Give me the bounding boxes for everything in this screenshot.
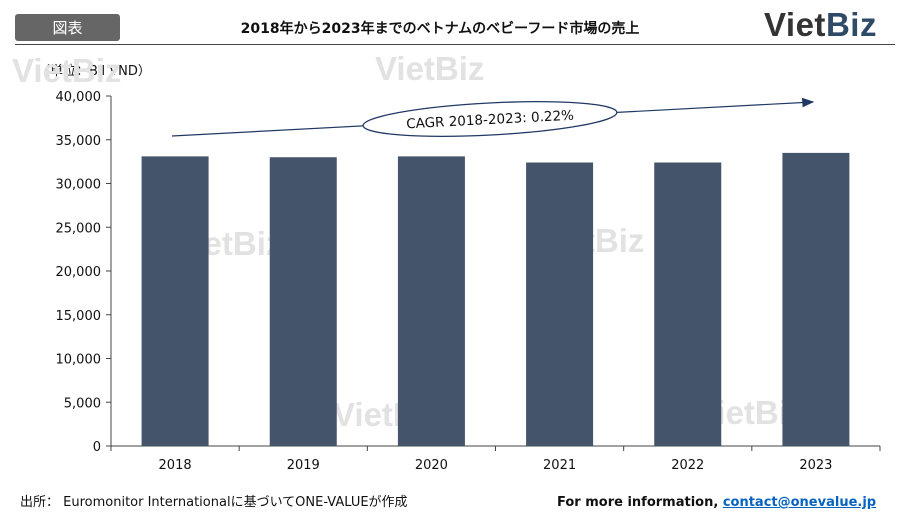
vietbiz-logo: VietBiz (764, 6, 877, 43)
more-info: For more information, contact@onevalue.j… (557, 495, 876, 510)
source-note: 出所： Euromonitor Internationalに基づいてONE-VA… (20, 495, 408, 510)
y-tick-label: 35,000 (56, 134, 102, 149)
bar (141, 156, 209, 446)
bar (654, 162, 722, 446)
x-tick-label: 2021 (543, 458, 576, 473)
more-info-label: For more information, (557, 495, 723, 510)
y-tick-label: 5,000 (64, 396, 101, 411)
y-tick-label: 15,000 (56, 309, 102, 324)
x-tick-label: 2020 (415, 458, 448, 473)
chart-title: 2018年から2023年までのベトナムのベビーフード市場の売上 (240, 21, 640, 37)
y-tick-label: 40,000 (56, 90, 102, 105)
y-tick-label: 20,000 (56, 265, 102, 280)
y-tick-label: 10,000 (56, 353, 102, 368)
watermark-text: VietBiz (375, 50, 484, 87)
watermark-text: VietBiz (12, 52, 121, 89)
contact-link[interactable]: contact@onevalue.jp (722, 495, 877, 510)
bar (397, 156, 465, 446)
x-tick-label: 2023 (799, 458, 832, 473)
y-tick-label: 25,000 (56, 221, 102, 236)
chart-axes: 0 5,000 10,000 15,000 20,000 25,000 30,000 35,0… (56, 90, 881, 473)
chart-bars (141, 152, 850, 446)
header-divider (15, 44, 895, 45)
bar (782, 152, 850, 446)
x-tick-label: 2022 (671, 458, 704, 473)
bar (526, 162, 594, 446)
cagr-annotation: CAGR 2018-2023: 0.22% (171, 97, 815, 137)
x-tick-label: 2018 (159, 458, 192, 473)
y-tick-label: 30,000 (56, 178, 102, 193)
bar (269, 157, 337, 446)
cagr-ellipse (362, 101, 618, 137)
unit-label: （単位：Bil VND） (37, 64, 151, 79)
x-tick-label: 2019 (287, 458, 320, 473)
y-tick-label: 0 (93, 440, 101, 455)
figure-badge: 図表 (15, 14, 120, 41)
